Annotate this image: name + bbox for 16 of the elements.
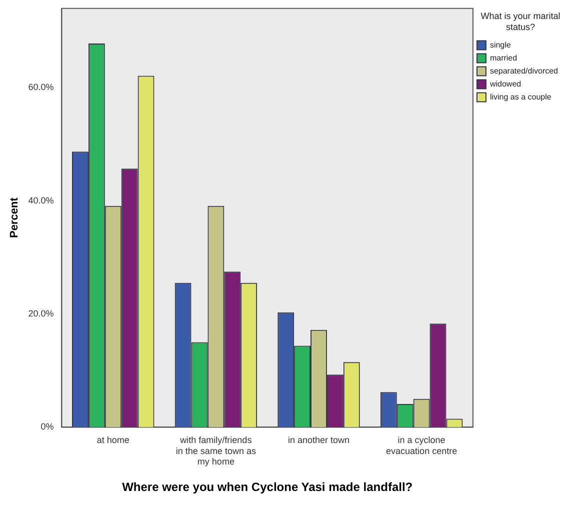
x-axis-title: Where were you when Cyclone Yasi made landfall?: [122, 480, 413, 494]
x-tick-label: in another town: [288, 435, 350, 446]
y-axis-title: Percent: [8, 197, 21, 238]
y-tick-label: 20.0%: [28, 308, 54, 318]
legend-title: What is your marital status?: [480, 10, 560, 32]
y-tick-label: 60.0%: [28, 82, 54, 92]
y-tick-label: 40.0%: [28, 195, 54, 206]
legend-label: living as a couple: [490, 92, 552, 102]
x-tick-label: at home: [96, 435, 130, 446]
legend-label: widowed: [488, 80, 522, 89]
x-tick-label: with family/friends in the same town as my home: [176, 435, 256, 467]
x-tick-label: in a cyclone evacuation centre: [386, 435, 458, 456]
y-tick-label: 0%: [40, 422, 54, 432]
legend-label: married: [490, 54, 518, 63]
legend-label: separated/divorced: [490, 66, 558, 76]
legend-label: single: [490, 40, 512, 50]
